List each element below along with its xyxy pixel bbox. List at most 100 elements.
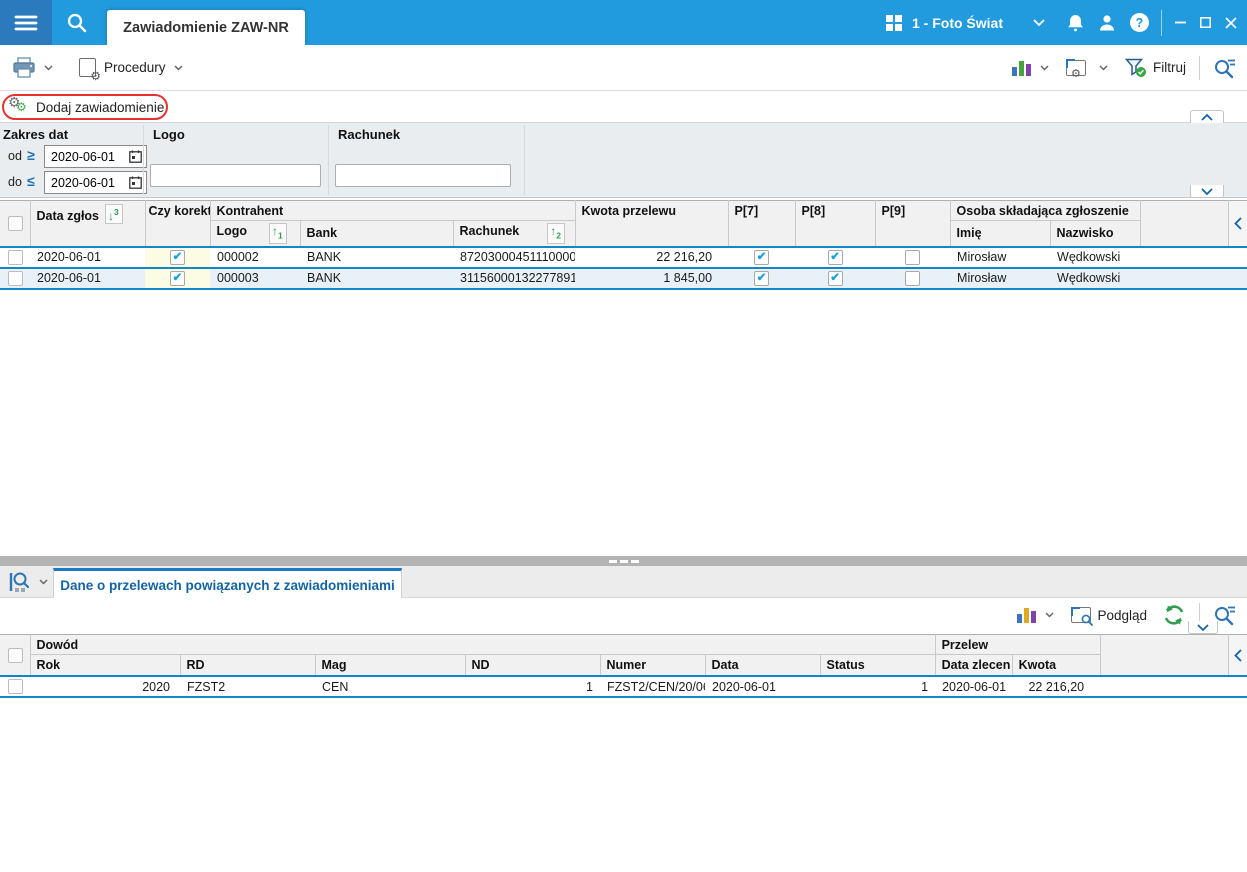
column-header-kwota[interactable]: Kwota [1012,654,1101,677]
procedury-button[interactable]: Procedury [104,60,166,75]
date-from-field [44,145,147,168]
cell-bank: BANK [307,271,342,286]
column-header-data-zglos[interactable]: Data zgłos ↓3 [30,200,146,247]
quick-search-button[interactable] [1213,604,1237,626]
add-notification-button[interactable]: ⚙ ⚙ Dodaj zawiadomienie [8,94,165,118]
p9-checkbox[interactable] [905,249,921,265]
column-header-bank[interactable]: Bank [300,220,454,247]
column-filler [1140,200,1229,247]
close-button[interactable] [1218,0,1243,45]
column-header-data[interactable]: Data [705,654,821,677]
print-dropdown[interactable] [44,64,53,71]
rachunek-filter-input[interactable] [335,164,511,187]
add-notification-label: Dodaj zawiadomienie [36,99,165,115]
view-settings-button[interactable]: ⚙ [1065,59,1086,79]
cell-rachunek: 87203000451110000 [460,250,576,265]
column-header-nazwisko[interactable]: Nazwisko [1050,220,1141,247]
table-row[interactable]: 2020 FZST2 CEN 1 FZST2/CEN/20/06/1 2020-… [0,676,1247,698]
calendar-icon[interactable] [129,176,142,189]
filtruj-button[interactable]: Filtruj [1125,58,1186,78]
row-select-checkbox[interactable] [8,679,23,695]
filter-collapse-down-button[interactable] [1190,185,1224,198]
preview-window-icon [1070,606,1094,626]
od-label: od [8,149,22,163]
chart-icon[interactable] [1012,60,1031,76]
menu-button[interactable] [0,0,52,45]
document-tab[interactable]: Zawiadomienie ZAW-NR [107,10,305,45]
column-header-logo[interactable]: Logo ↑1 [210,220,301,247]
chart-dropdown[interactable] [1045,612,1054,618]
view-settings-dropdown[interactable] [1099,64,1108,71]
cell-status: 1 [921,679,929,694]
transfers-collapse-button[interactable] [1188,621,1218,634]
row-select-checkbox[interactable] [8,249,23,265]
titlebar-divider [1161,9,1162,36]
p8-checkbox[interactable]: ✔ [827,249,843,265]
user-button[interactable] [1091,0,1123,45]
data-preview-icon[interactable] [8,571,34,593]
column-header-p9[interactable]: P[9] [875,200,951,247]
cell-p7: ✔ [728,268,795,289]
help-button[interactable]: ? [1123,0,1155,45]
table-row[interactable]: 2020-06-01 ✔ 000003 BANK 311560001322778… [0,267,1247,289]
column-header-rachunek[interactable]: Rachunek ↑2 [453,220,576,247]
czy-korekta-checkbox[interactable]: ✔ [170,249,185,265]
side-panel-expand-button[interactable] [1227,634,1247,677]
notifications-button[interactable] [1059,0,1091,45]
maximize-icon [1200,17,1211,28]
chart-icon[interactable] [1017,607,1037,623]
print-button[interactable] [12,56,36,79]
select-all-checkbox[interactable] [8,215,23,231]
calendar-icon[interactable] [129,150,142,163]
do-operator-icon[interactable]: ≤ [27,173,35,189]
cell-bank: BANK [307,250,342,265]
select-all-checkbox[interactable] [8,647,23,663]
data-preview-dropdown[interactable] [39,579,48,585]
podglad-label: Podgląd [1097,607,1147,623]
p8-checkbox[interactable]: ✔ [827,270,843,286]
refresh-button[interactable] [1162,604,1186,626]
logo-filter-input[interactable] [150,164,321,187]
chart-dropdown[interactable] [1040,64,1049,71]
p7-checkbox[interactable]: ✔ [754,249,770,265]
column-header-imie[interactable]: Imię [950,220,1051,247]
column-header-rd[interactable]: RD [180,654,316,677]
column-header-p7[interactable]: P[7] [728,200,796,247]
row-select-checkbox[interactable] [8,270,23,286]
date-from-input[interactable] [44,145,147,168]
od-operator-icon[interactable]: ≥ [27,147,35,163]
procedury-dropdown[interactable] [174,64,183,71]
column-header-status[interactable]: Status [820,654,936,677]
horizontal-splitter[interactable] [0,556,1247,566]
do-label: do [8,175,22,189]
date-to-input[interactable] [44,171,147,194]
column-header-nd[interactable]: ND [465,654,601,677]
table-row[interactable]: 2020-06-01 ✔ 000002 BANK 872030004511100… [0,246,1247,268]
quick-search-button[interactable] [1213,57,1237,79]
filter-collapse-up-button[interactable] [1190,110,1224,123]
column-header-p8[interactable]: P[8] [795,200,876,247]
maximize-button[interactable] [1193,0,1218,45]
company-selector[interactable]: 1 - Foto Świat [886,0,1059,45]
minimize-button[interactable] [1168,0,1193,45]
cell-nd: 1 [586,679,593,694]
czy-korekta-checkbox[interactable]: ✔ [170,270,185,286]
chevron-down-icon [1045,612,1054,618]
minimize-icon [1175,21,1186,24]
column-header-kwota-przelewu[interactable]: Kwota przelewu [575,200,729,247]
side-panel-expand-button[interactable] [1227,200,1247,247]
p7-checkbox[interactable]: ✔ [754,270,770,286]
tab-transfers[interactable]: Dane o przelewach powiązanych z zawiadom… [53,568,402,599]
logo-filter-label: Logo [153,127,185,142]
global-search-button[interactable] [58,0,94,45]
podglad-button[interactable]: Podgląd [1070,606,1147,626]
column-header-numer[interactable]: Numer [600,654,706,677]
column-header-czy-korekta[interactable]: Czy korekta [145,200,211,247]
main-toolbar: ⚙ Procedury ⚙ [0,45,1247,91]
column-header-mag[interactable]: Mag [315,654,466,677]
column-header-rok[interactable]: Rok [30,654,181,677]
p9-checkbox[interactable] [905,270,921,286]
column-header-data-zlecenia[interactable]: Data zlecen↓ [935,654,1013,677]
column-group-osoba: Osoba składająca zgłoszenie [950,200,1141,221]
